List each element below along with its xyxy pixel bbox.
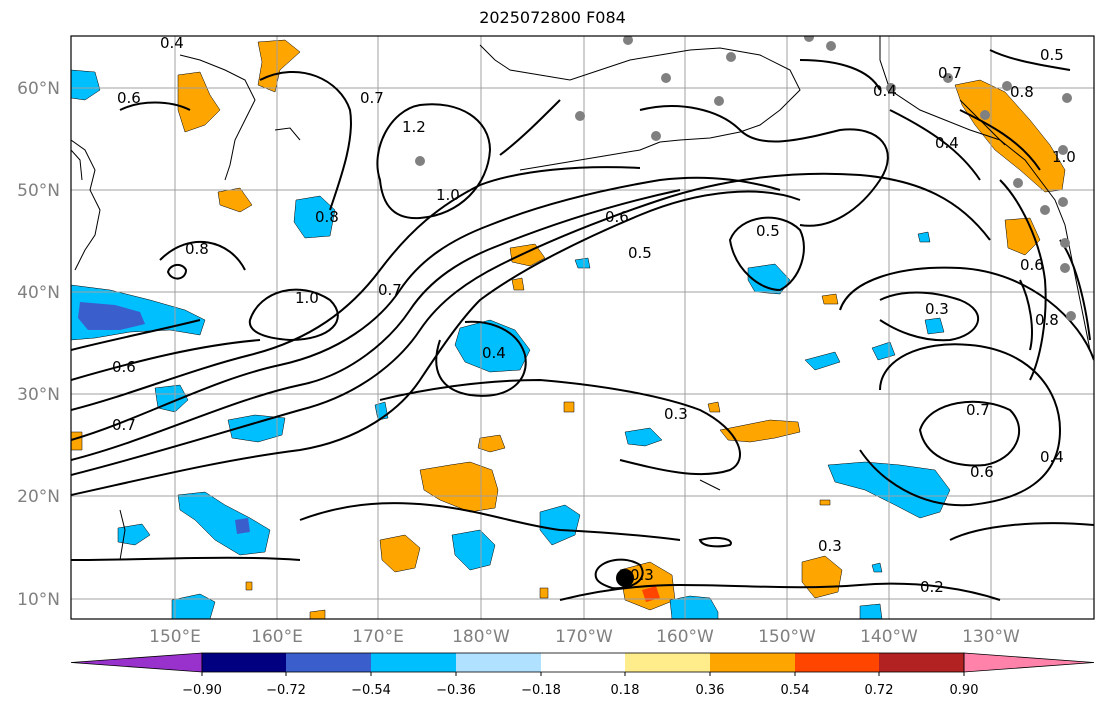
- contour-label: 0.8: [315, 208, 339, 226]
- map-title: 2025072800 F084: [479, 8, 626, 27]
- contour-label: 0.3: [925, 300, 949, 318]
- contour-label: 0.5: [1040, 46, 1064, 64]
- colorbar-segment: [456, 653, 541, 672]
- contour-label: 1.0: [1052, 148, 1076, 166]
- contour-label: 1.0: [436, 186, 460, 204]
- contour-label-group: 0.4 0.6 0.7 1.2 1.0 0.8 0.7 1.0 0.6 0.7 …: [112, 34, 1076, 596]
- lon-label: 160°E: [251, 627, 303, 647]
- lon-label: 150°W: [758, 627, 816, 647]
- contour-lines: [71, 49, 1094, 601]
- lat-label: 40°N: [17, 283, 60, 303]
- contour-label: 0.8: [185, 240, 209, 258]
- contour-label: 0.5: [628, 244, 652, 262]
- storm-center-marker: [616, 569, 634, 587]
- colorbar-outline: [201, 652, 965, 673]
- lon-label: 160°W: [656, 627, 714, 647]
- colorbar-segment: [541, 653, 625, 672]
- map-frame: [70, 35, 1095, 620]
- lon-label: 150°E: [149, 627, 201, 647]
- contour-label: 0.7: [938, 64, 962, 82]
- lat-label: 20°N: [17, 487, 60, 507]
- colorbar-extend-high: [963, 652, 1095, 673]
- colorbar-label: 0.18: [611, 683, 640, 698]
- contour-label: 0.4: [160, 34, 184, 52]
- contour-label: 0.7: [378, 281, 402, 299]
- colorbar-segment: [625, 653, 710, 672]
- contour-label: 0.6: [605, 208, 629, 226]
- station-markers: [415, 36, 1076, 321]
- contour-label: 0.6: [112, 358, 136, 376]
- contour-label: 0.8: [1010, 83, 1034, 101]
- colorbar-label: −0.18: [521, 683, 561, 698]
- colorbar-label: 0.54: [781, 683, 810, 698]
- contour-label: 0.4: [873, 82, 897, 100]
- contour-label: 0.3: [818, 537, 842, 555]
- colorbar-label: 0.72: [865, 683, 894, 698]
- colorbar-extend-low: [70, 652, 203, 673]
- lat-label: 30°N: [17, 385, 60, 405]
- contour-label: 0.4: [482, 344, 506, 362]
- colorbar-segment: [710, 653, 795, 672]
- contour-label: 0.7: [360, 89, 384, 107]
- contour-label: 0.2: [920, 578, 944, 596]
- lon-label: 180°W: [452, 627, 510, 647]
- colorbar-labels: −0.90 −0.72 −0.54 −0.36 −0.18 0.18 0.36 …: [182, 683, 978, 698]
- colorbar-segments: [70, 652, 1095, 673]
- colorbar-label: −0.90: [182, 683, 222, 698]
- colorbar-label: −0.36: [436, 683, 476, 698]
- contour-label: 0.6: [117, 89, 141, 107]
- colorbar-segment: [286, 653, 371, 672]
- contour-label: 0.7: [112, 416, 136, 434]
- contour-label: 0.4: [935, 134, 959, 152]
- contour-label: 0.5: [756, 222, 780, 240]
- lat-label: 10°N: [17, 590, 60, 610]
- colorbar-label: −0.72: [266, 683, 306, 698]
- blue-anomaly-regions: [78, 302, 250, 534]
- orange-anomaly-regions: [71, 39, 1066, 619]
- lon-label: 140°W: [860, 627, 918, 647]
- contour-label: 0.3: [630, 566, 654, 584]
- colorbar-segment: [795, 653, 879, 672]
- lon-label: 170°E: [352, 627, 404, 647]
- red-anomaly-regions: [642, 586, 660, 602]
- colorbar-segment: [202, 653, 286, 672]
- colorbar-segment: [371, 653, 456, 672]
- contour-label: 0.3: [664, 405, 688, 423]
- contour-label: 0.4: [1040, 448, 1064, 466]
- colorbar-label: 0.90: [950, 683, 979, 698]
- lat-label: 50°N: [17, 181, 60, 201]
- colorbar-segment: [879, 653, 964, 672]
- colorbar-ticks: [201, 672, 965, 676]
- contour-label: 0.7: [966, 401, 990, 419]
- contour-label: 0.8: [1035, 311, 1059, 329]
- colorbar: −0.90 −0.72 −0.54 −0.36 −0.18 0.18 0.36 …: [70, 652, 1095, 698]
- contour-label: 0.6: [1020, 256, 1044, 274]
- lat-label: 60°N: [17, 79, 60, 99]
- latitude-labels: 60°N 50°N 40°N 30°N 20°N 10°N: [17, 79, 60, 610]
- colorbar-label: 0.36: [696, 683, 725, 698]
- contour-label: 0.6: [970, 463, 994, 481]
- longitude-labels: 150°E 160°E 170°E 180°W 170°W 160°W 150°…: [149, 627, 1020, 647]
- contour-label: 1.0: [295, 289, 319, 307]
- contour-label: 1.2: [402, 118, 426, 136]
- lon-label: 130°W: [962, 627, 1020, 647]
- lon-label: 170°W: [555, 627, 613, 647]
- lat-lon-grid: [71, 36, 1094, 619]
- coastlines: [71, 36, 1091, 561]
- colorbar-label: −0.54: [351, 683, 391, 698]
